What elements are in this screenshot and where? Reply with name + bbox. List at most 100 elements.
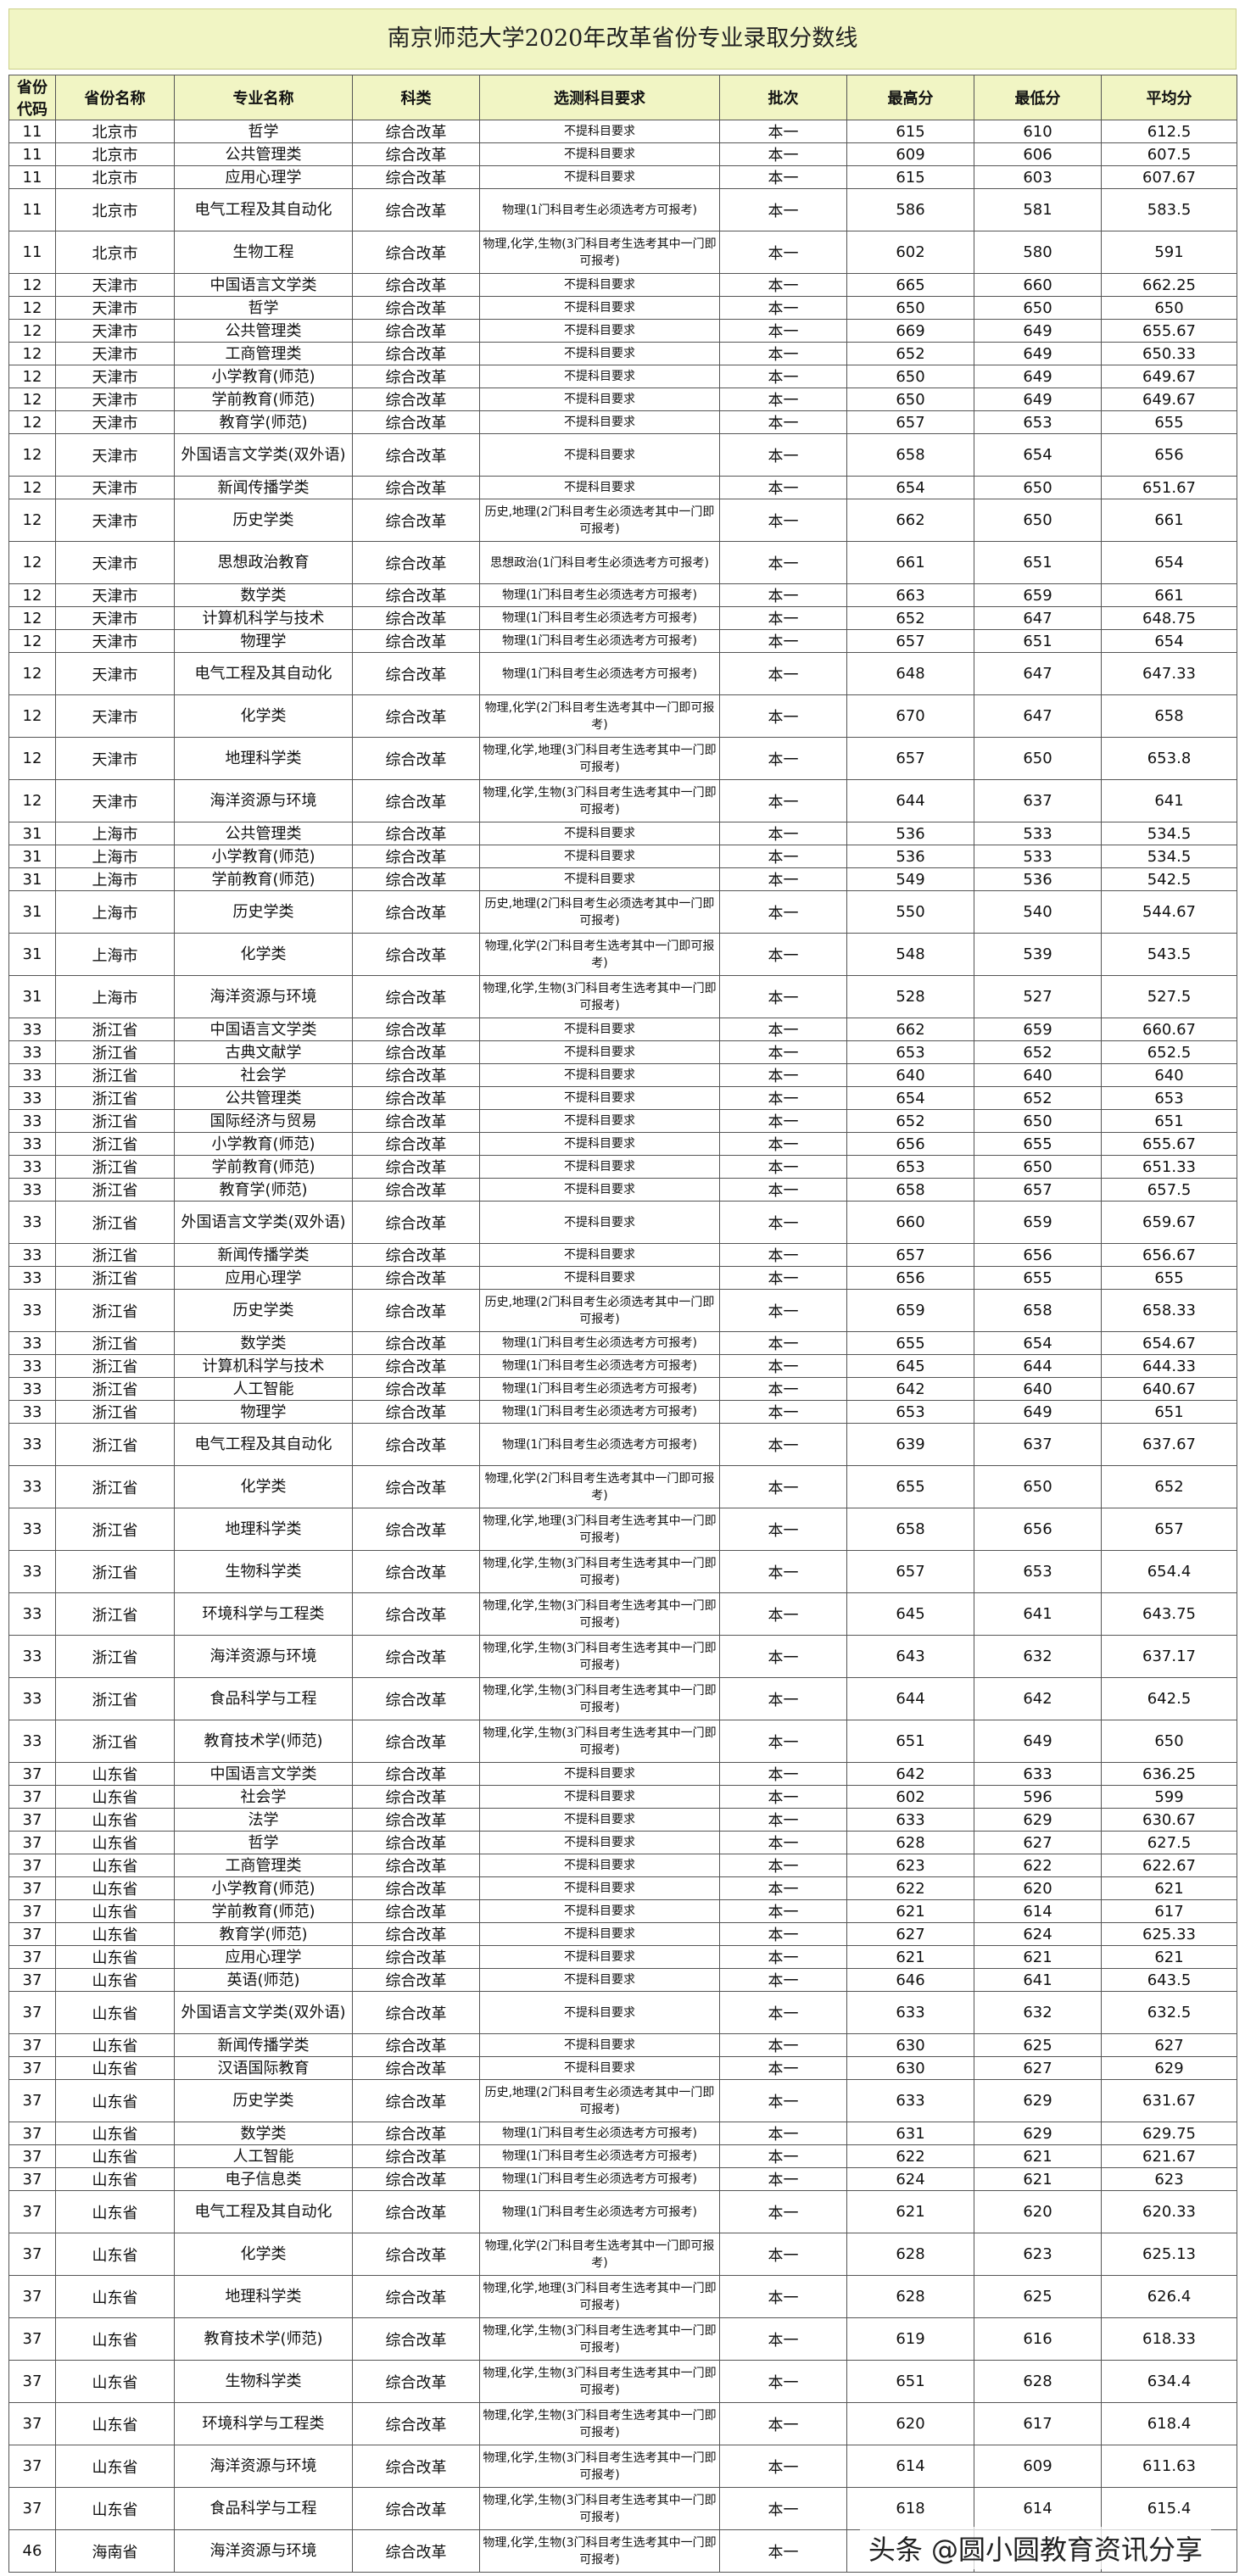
subject-requirement: 不提科目要求 [479, 1201, 720, 1244]
major: 化学类 [174, 933, 353, 976]
major: 生物科学类 [174, 2360, 353, 2403]
avg-score: 654.67 [1101, 1331, 1237, 1355]
batch: 本一 [719, 1720, 847, 1763]
avg-score: 643.75 [1101, 1592, 1237, 1636]
avg-score: 626.4 [1101, 2275, 1237, 2318]
province-name: 天津市 [55, 606, 175, 630]
min-score: 650 [974, 737, 1102, 780]
subject-requirement: 物理(1门科目考生必须选考方可报考) [479, 629, 720, 653]
major: 海洋资源与环境 [174, 975, 353, 1018]
min-score: 627 [974, 2056, 1102, 2080]
min-score: 651 [974, 541, 1102, 584]
avg-score: 622.67 [1101, 1854, 1237, 1877]
table-row: 12 天津市 小学教育(师范) 综合改革 不提科目要求 本一 650 649 649.67 [8, 365, 1237, 388]
category: 综合改革 [352, 165, 480, 189]
province-name: 山东省 [55, 2487, 175, 2530]
category: 综合改革 [352, 188, 480, 231]
province-code: 11 [8, 165, 56, 189]
province-name: 上海市 [55, 845, 175, 868]
major: 地理科学类 [174, 2275, 353, 2318]
province-name: 天津市 [55, 737, 175, 780]
min-score: 651 [974, 629, 1102, 653]
max-score: 657 [846, 1550, 974, 1593]
province-name: 山东省 [55, 1991, 175, 2034]
category: 综合改革 [352, 541, 480, 584]
table-row: 33 浙江省 学前教育(师范) 综合改革 不提科目要求 本一 653 650 651.33 [8, 1155, 1237, 1179]
subject-requirement: 历史,地理(2门科目考生必须选考其中一门即可报考) [479, 2079, 720, 2122]
min-score: 622 [974, 1854, 1102, 1877]
table-row: 12 天津市 历史学类 综合改革 历史,地理(2门科目考生必须选考其中一门即可报考) 本一… [8, 499, 1237, 542]
avg-score: 625.13 [1101, 2233, 1237, 2276]
province-name: 浙江省 [55, 1201, 175, 1244]
category: 综合改革 [352, 867, 480, 891]
province-code: 37 [8, 2233, 56, 2276]
batch: 本一 [719, 2033, 847, 2057]
province-code: 31 [8, 822, 56, 845]
batch: 本一 [719, 2122, 847, 2145]
avg-score: 583.5 [1101, 188, 1237, 231]
max-score: 652 [846, 342, 974, 365]
max-score: 602 [846, 231, 974, 274]
province-code: 33 [8, 1550, 56, 1593]
major: 电气工程及其自动化 [174, 652, 353, 695]
province-code: 33 [8, 1132, 56, 1156]
major: 电子信息类 [174, 2167, 353, 2191]
province-code: 37 [8, 2144, 56, 2168]
subject-requirement: 不提科目要求 [479, 1808, 720, 1832]
table-row: 37 山东省 哲学 综合改革 不提科目要求 本一 628 627 627.5 [8, 1831, 1237, 1854]
province-name: 浙江省 [55, 1465, 175, 1508]
min-score: 609 [974, 2445, 1102, 2488]
major: 工商管理类 [174, 1854, 353, 1877]
category: 综合改革 [352, 1377, 480, 1401]
batch: 本一 [719, 2275, 847, 2318]
major: 学前教育(师范) [174, 388, 353, 411]
province-name: 浙江省 [55, 1331, 175, 1355]
province-name: 山东省 [55, 1762, 175, 1786]
subject-requirement: 不提科目要求 [479, 1968, 720, 1992]
province-name: 浙江省 [55, 1266, 175, 1290]
avg-score: 651 [1101, 1109, 1237, 1133]
province-name: 浙江省 [55, 1289, 175, 1332]
avg-score: 650 [1101, 296, 1237, 320]
min-score: 629 [974, 2079, 1102, 2122]
category: 综合改革 [352, 1592, 480, 1636]
min-score: 640 [974, 1377, 1102, 1401]
province-name: 北京市 [55, 142, 175, 166]
subject-requirement: 物理,化学(2门科目考生选考其中一门即可报考) [479, 1465, 720, 1508]
min-score: 621 [974, 2144, 1102, 2168]
batch: 本一 [719, 845, 847, 868]
min-score: 654 [974, 1331, 1102, 1355]
batch: 本一 [719, 2529, 847, 2573]
max-score: 528 [846, 975, 974, 1018]
province-code: 33 [8, 1201, 56, 1244]
province-code: 12 [8, 476, 56, 499]
max-score: 662 [846, 499, 974, 542]
category: 综合改革 [352, 890, 480, 934]
batch: 本一 [719, 388, 847, 411]
subject-requirement: 不提科目要求 [479, 1991, 720, 2034]
category: 综合改革 [352, 273, 480, 297]
batch: 本一 [719, 165, 847, 189]
batch: 本一 [719, 1922, 847, 1946]
min-score: 623 [974, 2233, 1102, 2276]
subject-requirement: 物理,化学,生物(3门科目考生选考其中一门即可报考) [479, 2360, 720, 2403]
province-name: 天津市 [55, 342, 175, 365]
max-score: 622 [846, 1876, 974, 1900]
table-row: 12 天津市 计算机科学与技术 综合改革 物理(1门科目考生必须选考方可报考) 本一 652… [8, 606, 1237, 630]
subject-requirement: 不提科目要求 [479, 476, 720, 499]
major: 中国语言文学类 [174, 1018, 353, 1041]
max-score: 651 [846, 1720, 974, 1763]
major: 历史学类 [174, 2079, 353, 2122]
province-name: 浙江省 [55, 1178, 175, 1202]
header-cell: 省份名称 [55, 75, 175, 120]
avg-score: 657.5 [1101, 1178, 1237, 1202]
max-score: 655 [846, 1331, 974, 1355]
subject-requirement: 不提科目要求 [479, 2056, 720, 2080]
subject-requirement: 不提科目要求 [479, 1086, 720, 1110]
subject-requirement: 物理(1门科目考生必须选考方可报考) [479, 1354, 720, 1378]
avg-score: 658.33 [1101, 1289, 1237, 1332]
subject-requirement: 不提科目要求 [479, 1854, 720, 1877]
province-name: 北京市 [55, 120, 175, 143]
major: 社会学 [174, 1785, 353, 1809]
max-score: 621 [846, 1945, 974, 1969]
